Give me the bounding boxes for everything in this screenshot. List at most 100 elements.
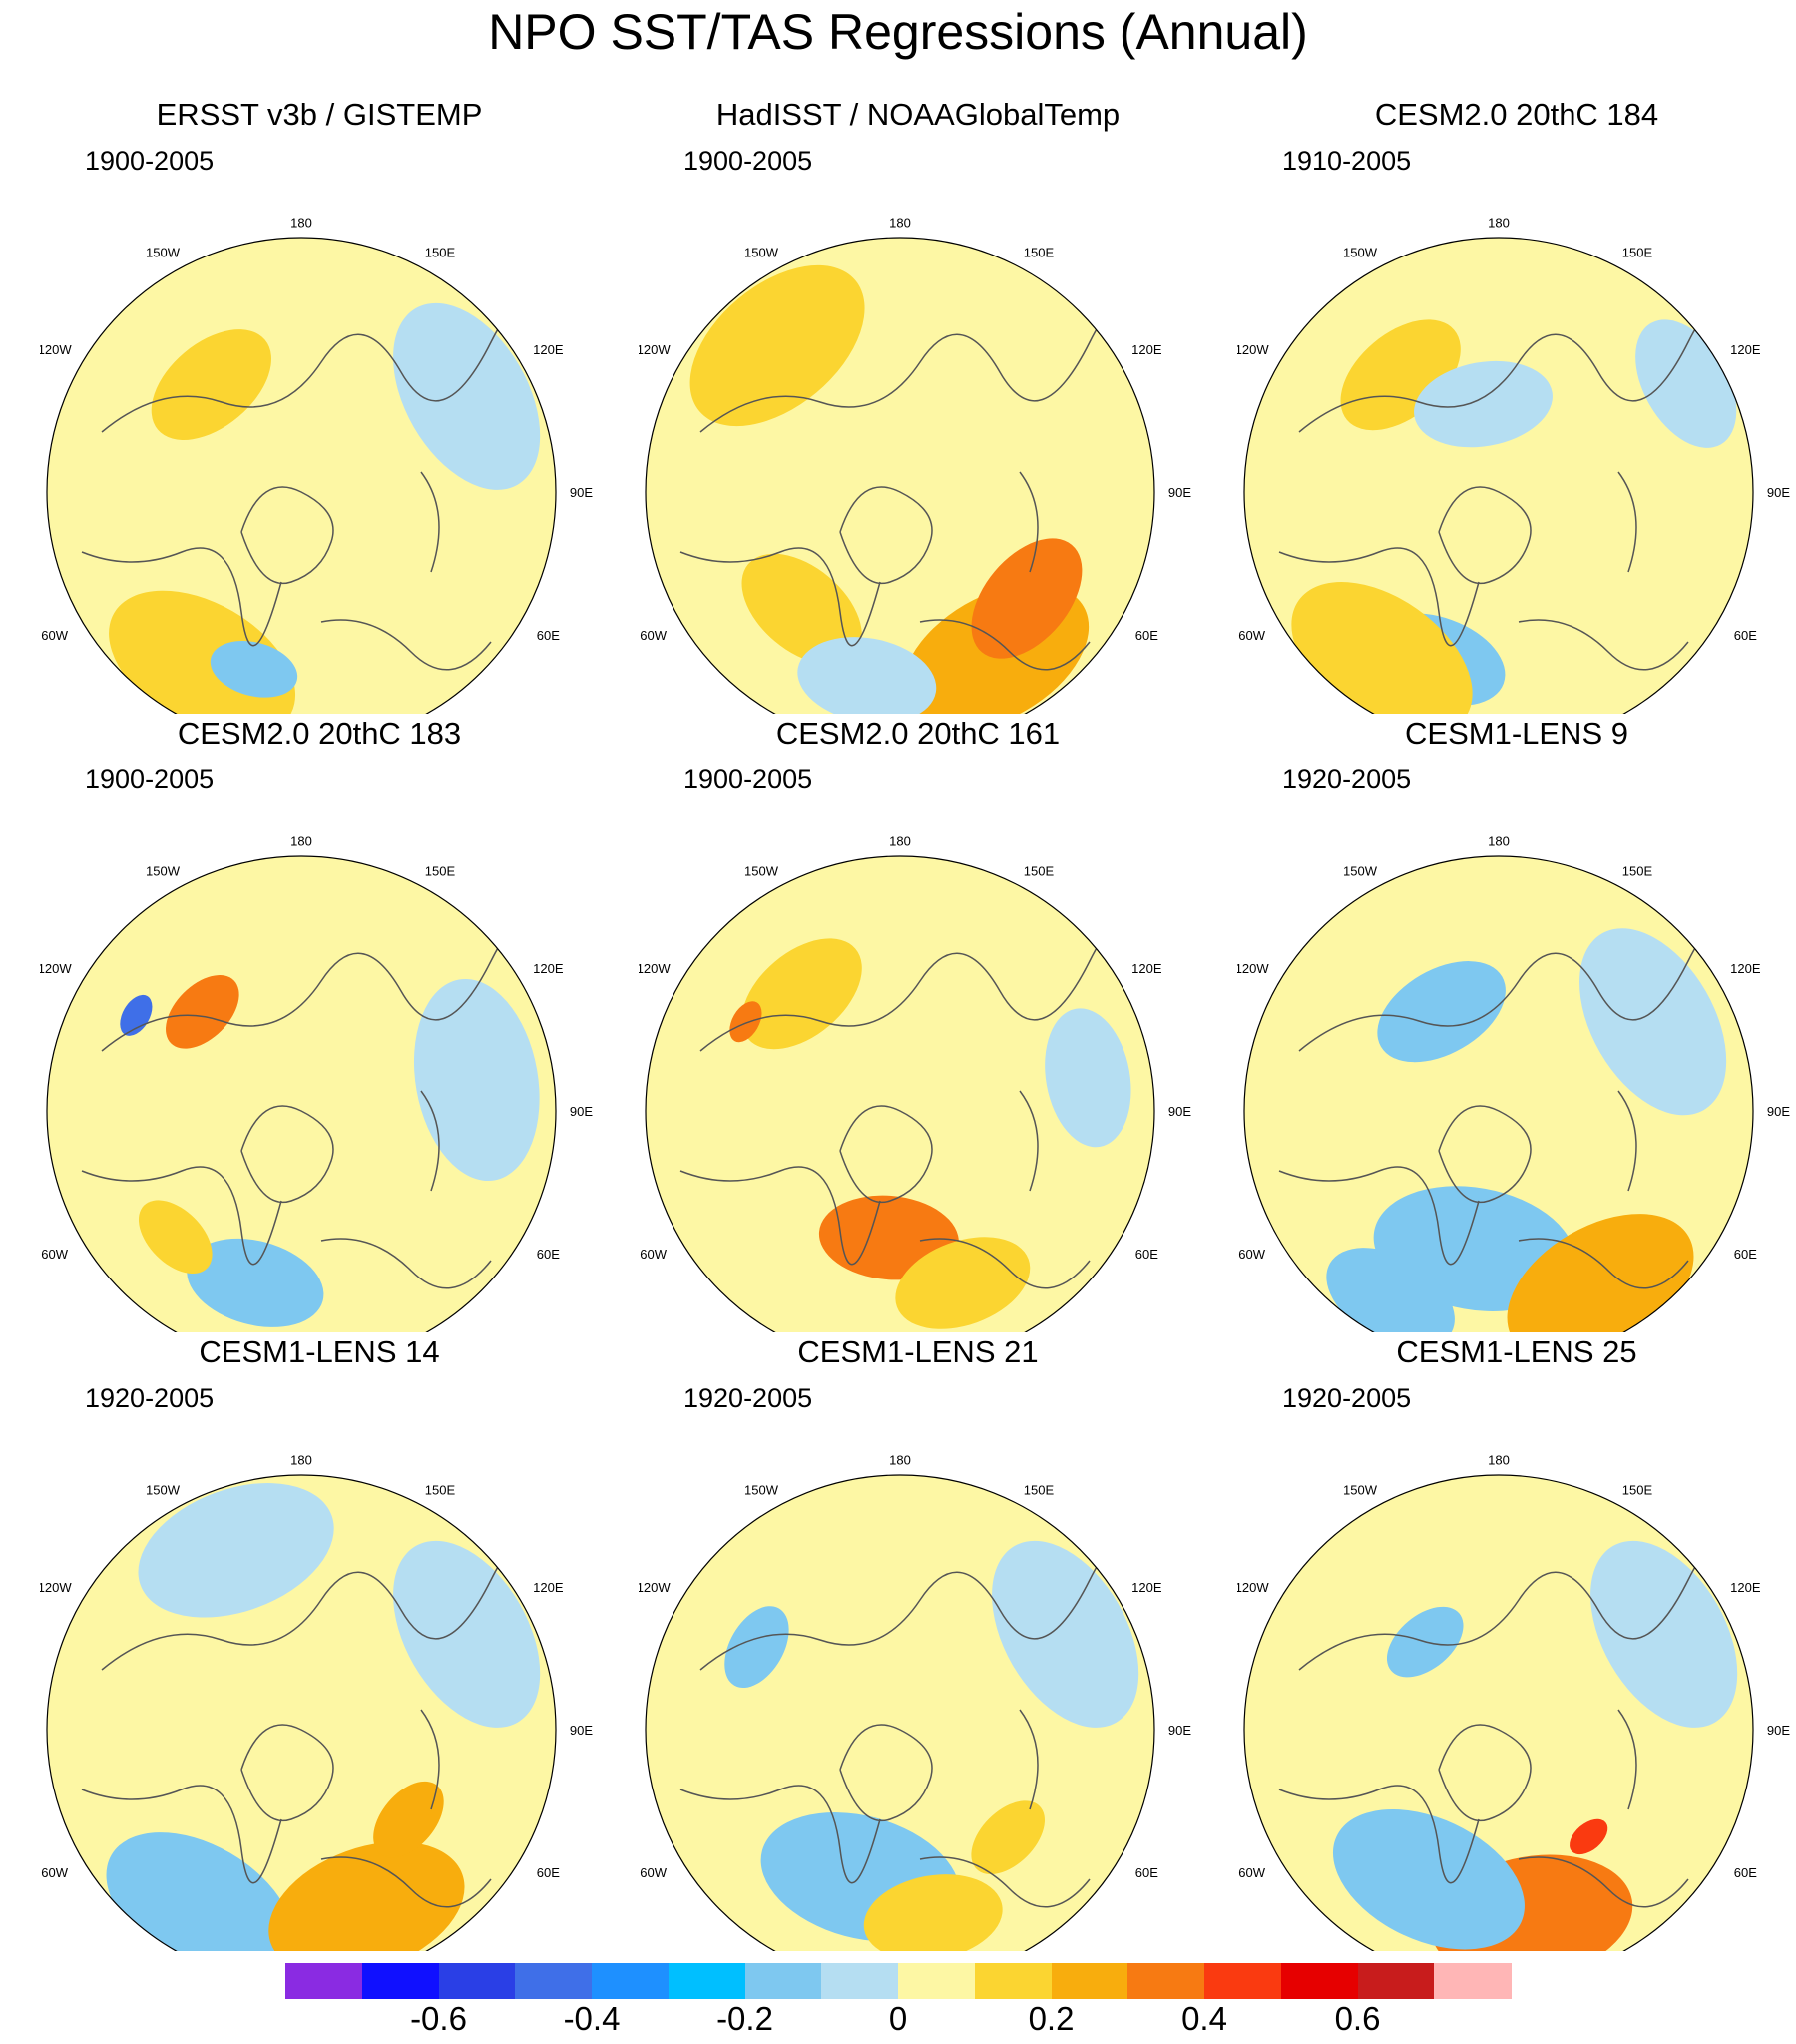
map-border: [645, 237, 1155, 714]
longitude-label: 120W: [40, 961, 72, 976]
polar-map: 180150W150E120W120E90W90E60W60E30W30E0: [1237, 1453, 1790, 1951]
coastline-path: [320, 1238, 492, 1289]
longitude-label: 120E: [533, 1580, 564, 1595]
colorbar-swatch: [1357, 1963, 1435, 1999]
longitude-label: 180: [290, 834, 312, 849]
colorbar-swatch: [438, 1963, 516, 1999]
coastline-path: [1019, 1090, 1039, 1192]
colorbar-tick-label: -0.2: [716, 2000, 773, 2037]
anomaly-region: [393, 1540, 541, 1728]
coastline-path: [81, 1166, 282, 1266]
panel-years: 1920-2005: [1282, 1383, 1412, 1413]
anomaly-region: [151, 329, 271, 440]
longitude-label: 120W: [40, 342, 72, 357]
polar-map: 180150W150E120W120E90W90E60W60E30W30E0: [1237, 834, 1790, 1332]
longitude-label: 60W: [1238, 1865, 1265, 1880]
longitude-label: 150W: [1343, 863, 1378, 878]
longitude-label: 90E: [570, 485, 593, 500]
anomaly-region: [187, 1238, 324, 1327]
panel-title: CESM1-LENS 14: [199, 1334, 440, 1369]
coastline: [1278, 1535, 1753, 1908]
longitude-label: 120E: [533, 961, 564, 976]
anomaly-region: [1590, 1540, 1738, 1728]
longitude-label: 60E: [1135, 628, 1158, 643]
panel-title: CESM2.0 20thC 184: [1374, 97, 1659, 132]
map-border: [645, 855, 1155, 1332]
longitude-label: 150W: [744, 863, 779, 878]
longitude-label: 120W: [639, 961, 671, 976]
panel-years: 1920-2005: [85, 1383, 215, 1413]
polar-map: 180150W150E120W120E90W90E60W60E30W30E0: [40, 216, 593, 714]
polar-map: 180150W150E120W120E90W90E60W60E30W30E0: [639, 834, 1191, 1332]
longitude-label: 180: [290, 1453, 312, 1468]
longitude-label: 150E: [1622, 1482, 1653, 1497]
coastline-path: [1438, 486, 1532, 585]
panel-title: ERSST v3b / GISTEMP: [156, 97, 483, 132]
coastline-path: [839, 486, 933, 585]
longitude-label: 90E: [1168, 1104, 1191, 1119]
anomaly-region: [724, 1606, 789, 1689]
colorbar-tick-label: -0.4: [563, 2000, 621, 2037]
coastline-path: [919, 619, 1091, 671]
longitude-label: 60E: [1135, 1247, 1158, 1262]
coastline-path: [919, 1238, 1091, 1289]
longitude-label: 60E: [1734, 1865, 1757, 1880]
longitude-label: 120W: [40, 1580, 72, 1595]
longitude-label: 90E: [570, 1104, 593, 1119]
colorbar-swatch: [821, 1963, 899, 1999]
longitude-label: 120E: [1730, 1580, 1761, 1595]
longitude-label: 60W: [1238, 1247, 1265, 1262]
coastline-path: [1438, 1724, 1532, 1822]
colorbar-swatch: [974, 1963, 1052, 1999]
panel-title: CESM2.0 20thC 183: [177, 716, 462, 751]
coastline-path: [1278, 547, 1480, 647]
map-panel: 180150W150E120W120E90W90E60W60E30W30E0CE…: [1237, 95, 1796, 714]
longitude-label: 60W: [640, 1865, 667, 1880]
coastline-path: [839, 1105, 933, 1204]
coastline-path: [420, 1709, 440, 1810]
longitude-label: 60E: [537, 1247, 560, 1262]
longitude-label: 60E: [1734, 1247, 1757, 1262]
longitude-label: 120W: [1237, 1580, 1269, 1595]
coastline-path: [1617, 1709, 1637, 1810]
map-border: [1243, 1474, 1754, 1951]
map-border: [46, 855, 557, 1332]
colorbar-swatch: [361, 1963, 439, 1999]
longitude-label: 180: [1488, 834, 1510, 849]
coastline-path: [679, 547, 881, 647]
coastline-path: [81, 547, 282, 647]
anomaly-region: [138, 1483, 334, 1618]
coastline-path: [919, 1856, 1091, 1908]
panel-title: CESM2.0 20thC 161: [775, 716, 1061, 751]
anomaly-region: [393, 302, 541, 490]
longitude-label: 120E: [1730, 961, 1761, 976]
longitude-label: 60W: [1238, 628, 1265, 643]
longitude-label: 150E: [1622, 245, 1653, 259]
coastline-path: [1518, 1238, 1689, 1289]
longitude-label: 90E: [1168, 485, 1191, 500]
colorbar-tick-label: -0.6: [410, 2000, 467, 2037]
colorbar-swatch: [668, 1963, 745, 1999]
colorbar-tick-label: 0.4: [1181, 2000, 1227, 2037]
longitude-label: 150E: [425, 1482, 456, 1497]
colorbar-tick-label: 0.2: [1028, 2000, 1075, 2037]
longitude-label: 120E: [1131, 961, 1162, 976]
coastline-path: [1518, 619, 1689, 671]
anomaly-region: [1332, 1808, 1525, 1950]
longitude-label: 150W: [744, 245, 779, 259]
polar-map: 180150W150E120W120E90W90E60W60E30W30E0: [639, 216, 1191, 714]
longitude-label: 120E: [533, 342, 564, 357]
coastline-path: [1518, 1856, 1689, 1908]
panel-years: 1920-2005: [683, 1383, 813, 1413]
anomaly-region: [268, 1841, 465, 1951]
map-panel: 180150W150E120W120E90W90E60W60E30W30E0ER…: [40, 95, 599, 714]
anomaly-region: [269, 238, 409, 322]
longitude-label: 60E: [1734, 628, 1757, 643]
longitude-label: 60W: [41, 1247, 68, 1262]
longitude-label: 60E: [537, 1865, 560, 1880]
panel-years: 1910-2005: [1282, 146, 1412, 176]
map-panel: 180150W150E120W120E90W90E60W60E30W30E0CE…: [1237, 1332, 1796, 1951]
longitude-label: 90E: [1767, 485, 1790, 500]
coastline-path: [679, 1785, 881, 1884]
map-border: [1243, 237, 1754, 714]
